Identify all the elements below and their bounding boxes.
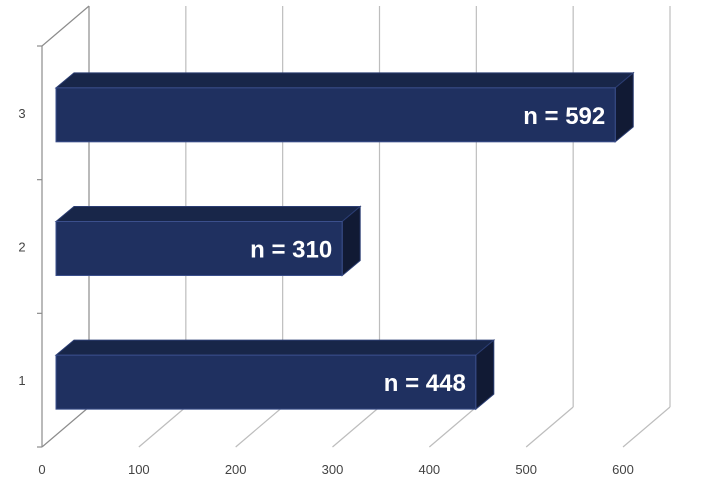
gridline-floor-0 [41, 406, 90, 448]
axes [37, 5, 90, 448]
data-label-1: n = 448 [384, 370, 466, 397]
data-label-2: n = 310 [250, 237, 332, 264]
bar-1-top [54, 339, 496, 356]
y-tick-label-3: 3 [18, 106, 25, 121]
x-tick-label-100: 100 [128, 462, 150, 477]
x-tick-label-400: 400 [418, 462, 440, 477]
gridline-floor-300 [332, 406, 380, 448]
x-tick-label-500: 500 [515, 462, 537, 477]
bar-3-top [54, 72, 635, 89]
x-tick-labels: 0 100 200 300 400 500 600 [38, 462, 633, 477]
x-tick-label-200: 200 [225, 462, 247, 477]
y-tick-label-1: 1 [18, 373, 25, 388]
x-tick-label-0: 0 [38, 462, 45, 477]
bar-3-front [55, 87, 616, 143]
bar-1-front [55, 354, 477, 410]
bar-2-top [54, 206, 362, 222]
gridline-floor-400 [428, 406, 477, 448]
y-tick-labels: 1 2 3 [18, 106, 25, 388]
y-axis-top-edge [41, 5, 90, 47]
gridline-floor-600 [622, 406, 671, 448]
bar-2-front [55, 221, 343, 276]
bars: n = 448 n = 310 n = 592 [54, 71, 635, 411]
data-label-3: n = 592 [523, 103, 605, 130]
gridline-floor-500 [525, 406, 574, 448]
x-tick-label-600: 600 [612, 462, 634, 477]
bar-3: n = 592 [54, 71, 635, 143]
gridline-floor-100 [138, 406, 187, 448]
gridline-floor-200 [235, 406, 284, 448]
y-tick-label-2: 2 [18, 240, 25, 255]
x-tick-label-300: 300 [322, 462, 344, 477]
bar-1: n = 448 [54, 339, 496, 411]
bar-2: n = 310 [54, 205, 362, 277]
